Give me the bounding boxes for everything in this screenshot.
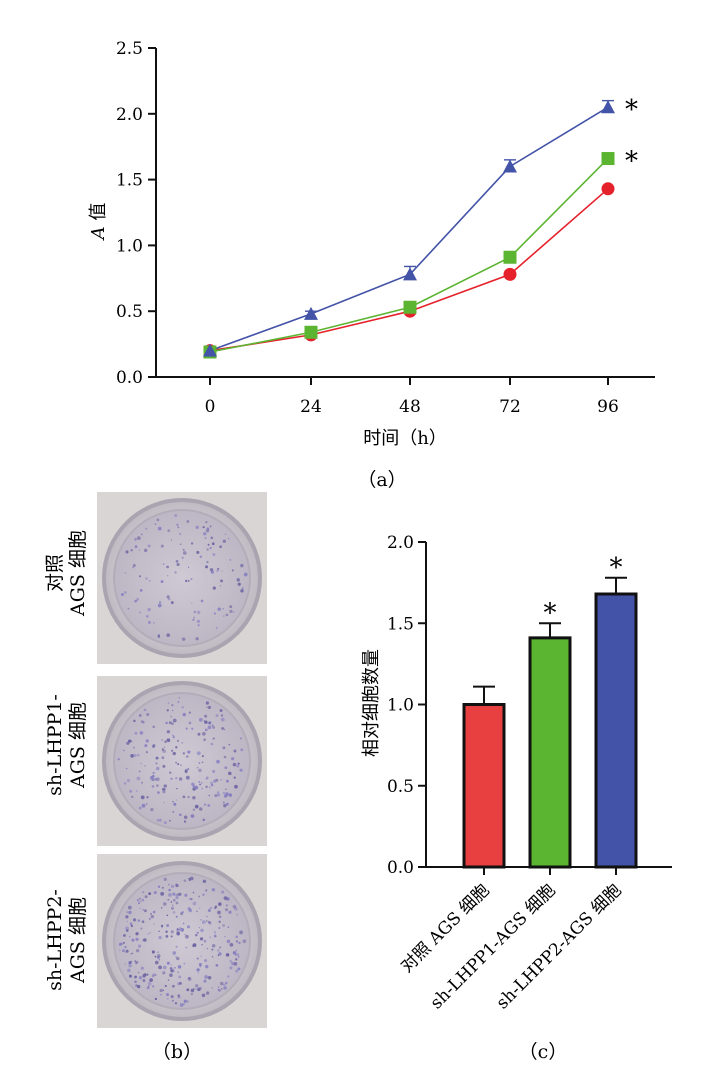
- row-label-control-line1: 对照: [44, 554, 66, 592]
- y-tick-label: 1.0: [116, 236, 143, 256]
- y-tick-label: 2.0: [116, 105, 143, 125]
- x-tick-label: 0: [205, 397, 216, 417]
- x-tick-label: sh-LHPP2-AGS 细胞: [493, 880, 626, 1013]
- row-label-control-line2: AGS 细胞: [67, 530, 89, 617]
- data-point-triangle: [203, 343, 217, 357]
- row-label-lhpp1-line2: AGS 细胞: [67, 702, 89, 789]
- x-tick-label: 24: [300, 397, 322, 417]
- colony-speckles: [121, 514, 248, 641]
- panel-label-b: （b）: [152, 1041, 202, 1063]
- y-tick-label: 0.5: [387, 777, 414, 797]
- y-tick-label: 1.5: [387, 614, 414, 634]
- y-tick-label: 2.0: [387, 533, 414, 553]
- x-tick-label: 48: [399, 397, 421, 417]
- bar: [462, 703, 506, 869]
- colony-dish-image-lhpp1: [97, 676, 267, 846]
- y-tick-label: 0.0: [387, 858, 414, 878]
- x-tick-label: 72: [499, 397, 521, 417]
- significance-asterisk: *: [610, 553, 623, 583]
- data-point-triangle: [503, 159, 517, 173]
- colony-dish-image-lhpp2: [97, 854, 267, 1028]
- data-point-circle: [503, 267, 517, 281]
- data-point-triangle: [304, 306, 318, 320]
- y-tick-label: 0.0: [116, 368, 143, 388]
- y-axis-label: 相对细胞数量: [361, 649, 382, 757]
- data-point-triangle: [403, 267, 417, 281]
- colony-dish-image-control: [97, 492, 267, 664]
- significance-asterisk: *: [544, 598, 557, 628]
- y-tick-label: 0.5: [116, 302, 143, 322]
- x-tick-label: 96: [597, 397, 619, 417]
- bar: [594, 592, 638, 869]
- x-tick-label: sh-LHPP1-AGS 细胞: [427, 880, 560, 1013]
- series-line-square: [209, 157, 609, 353]
- y-tick-label: 2.5: [116, 39, 143, 59]
- panel-label-a: （a）: [357, 469, 406, 491]
- data-point-square: [601, 152, 615, 166]
- bar: [528, 636, 572, 869]
- colony-speckles: [118, 876, 247, 1007]
- data-point-square: [304, 325, 318, 339]
- line-chart: 0.0 0.5 1.0 1.5 2.0 2.5 0 24 48 72 96 * * A 值 时间（h…: [88, 39, 655, 491]
- y-tick-label: 1.0: [387, 696, 414, 716]
- colony-speckles: [117, 697, 244, 825]
- data-point-triangle: [601, 100, 615, 114]
- row-label-lhpp1-line1: sh-LHPP1-: [44, 694, 66, 796]
- row-label-lhpp2-line1: sh-LHPP2-: [44, 889, 66, 991]
- data-point-circle: [601, 182, 615, 196]
- row-label-lhpp2-line2: AGS 细胞: [67, 897, 89, 984]
- panel-label-c: （c）: [519, 1041, 568, 1063]
- x-axis-label: 时间（h）: [363, 428, 447, 449]
- significance-asterisk: *: [625, 147, 638, 177]
- data-point-square: [503, 250, 517, 264]
- colony-images-panel: 对照 AGS 细胞 sh-LHPP1- AGS 细胞 sh-LHPP2- AGS…: [44, 492, 267, 1063]
- significance-asterisk: *: [625, 95, 638, 125]
- y-axis-label: A 值: [88, 203, 109, 242]
- bar-chart: 0.00.51.01.52.0 ** 对照 AGS 细胞sh-LHPP1-AGS…: [361, 533, 672, 1063]
- y-tick-label: 1.5: [116, 171, 143, 191]
- data-point-square: [403, 300, 417, 314]
